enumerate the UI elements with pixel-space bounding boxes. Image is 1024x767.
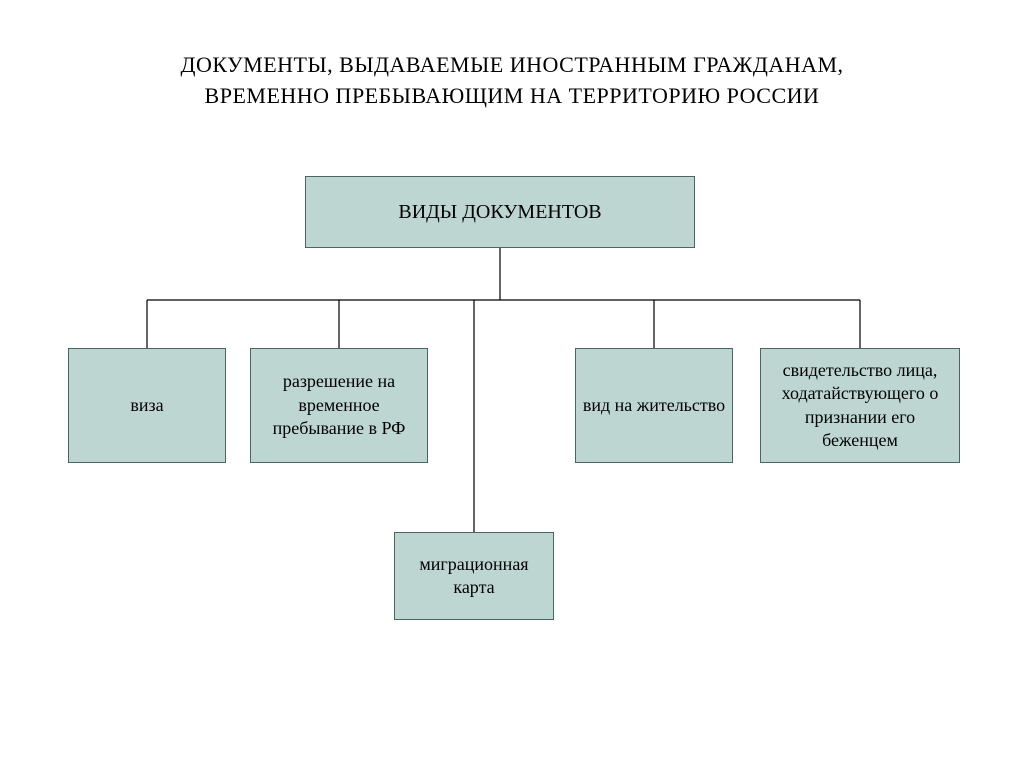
child-node-label: вид на жительство: [583, 394, 725, 417]
child-node-label: виза: [130, 394, 163, 417]
child-node: миграционная карта: [394, 532, 554, 620]
root-node-label: ВИДЫ ДОКУМЕНТОВ: [398, 199, 601, 225]
root-node: ВИДЫ ДОКУМЕНТОВ: [305, 176, 695, 248]
child-node: виза: [68, 348, 226, 463]
page-title: ДОКУМЕНТЫ, ВЫДАВАЕМЫЕ ИНОСТРАННЫМ ГРАЖДА…: [0, 50, 1024, 112]
title-line-1: ДОКУМЕНТЫ, ВЫДАВАЕМЫЕ ИНОСТРАННЫМ ГРАЖДА…: [0, 50, 1024, 81]
child-node-label: миграционная карта: [401, 553, 547, 600]
child-node-label: разрешение на временное пребывание в РФ: [257, 370, 421, 440]
title-line-2: ВРЕМЕННО ПРЕБЫВАЮЩИМ НА ТЕРРИТОРИЮ РОССИ…: [0, 81, 1024, 112]
child-node: свидетельство лица, ходатайствующего о п…: [760, 348, 960, 463]
child-node-label: свидетельство лица, ходатайствующего о п…: [767, 359, 953, 453]
child-node: разрешение на временное пребывание в РФ: [250, 348, 428, 463]
child-node: вид на жительство: [575, 348, 733, 463]
